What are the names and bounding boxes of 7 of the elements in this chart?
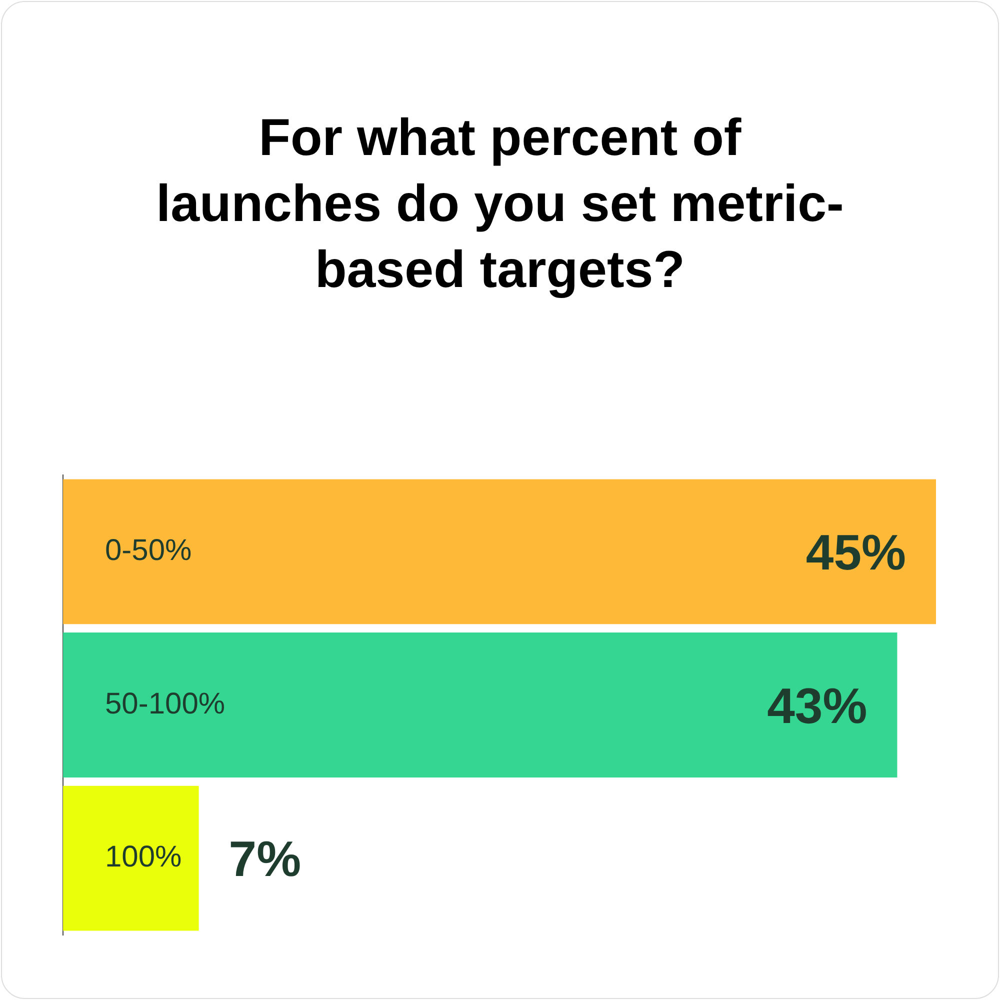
- y-tick-label: 100%: [105, 840, 182, 874]
- data-label: 43%: [767, 678, 868, 734]
- data-label: 7%: [228, 831, 302, 888]
- y-tick-label: 0-50%: [105, 534, 192, 567]
- chart-title: For what percent of launches do you set metric-based targets?: [155, 108, 845, 301]
- y-tick-label: 50-100%: [105, 687, 226, 720]
- data-label: 45%: [806, 524, 906, 580]
